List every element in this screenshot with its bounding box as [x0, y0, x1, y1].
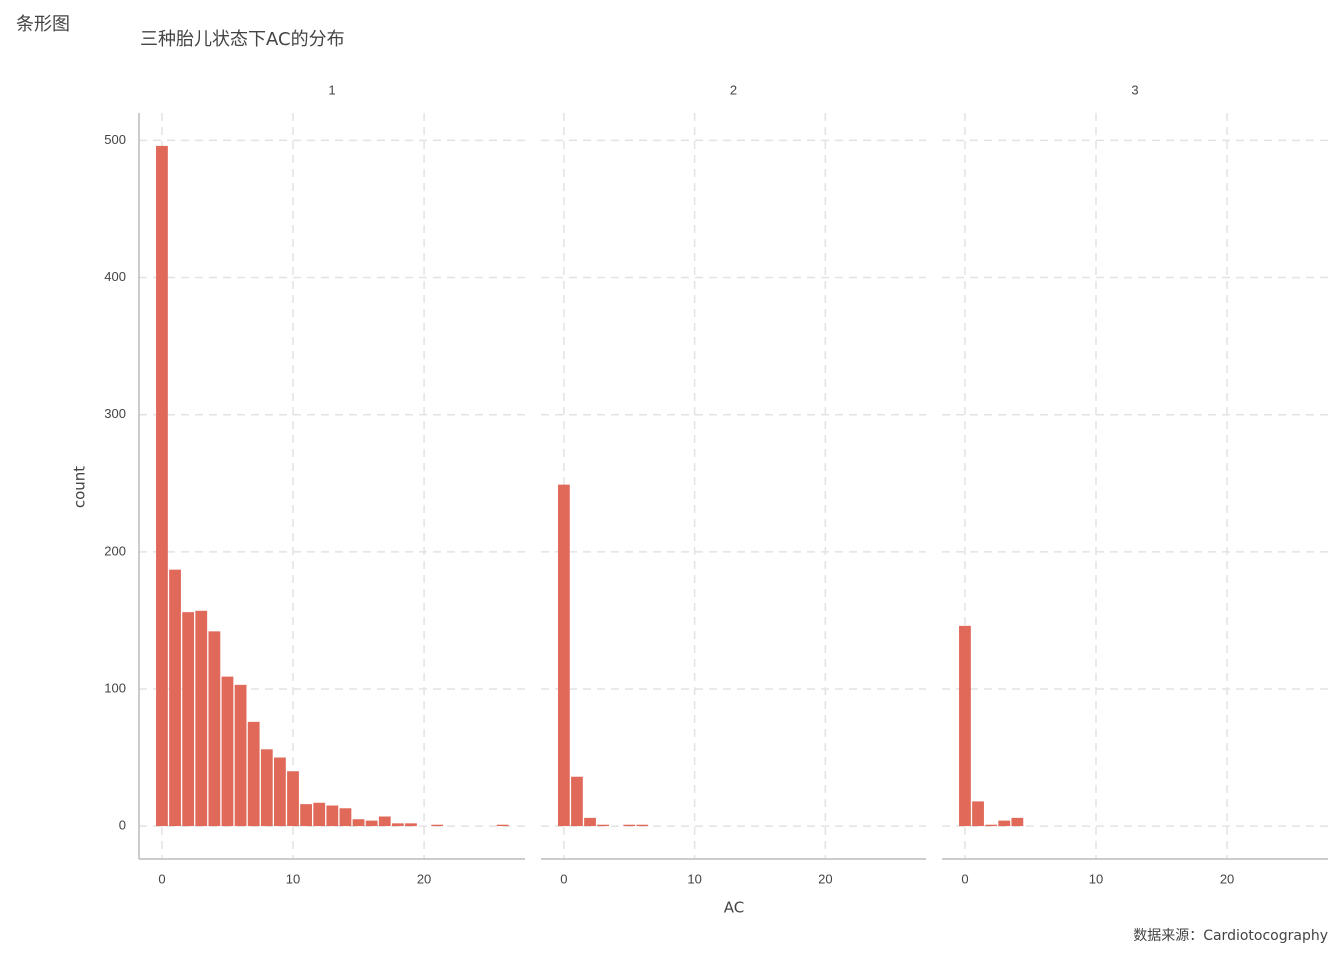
facet-label: 1 — [328, 82, 335, 97]
bar — [1011, 817, 1024, 827]
y-tick-label: 300 — [104, 406, 126, 421]
bar — [300, 804, 313, 827]
y-tick-label: 100 — [104, 680, 126, 695]
caption: 数据来源：Cardiotocography — [1133, 928, 1328, 944]
bar — [221, 676, 234, 827]
bar — [156, 145, 168, 827]
bar — [972, 801, 984, 827]
facet-label: 3 — [1131, 82, 1138, 97]
y-tick-label: 400 — [104, 269, 126, 284]
bar — [182, 612, 195, 827]
bar — [959, 625, 971, 827]
bar — [313, 802, 326, 827]
x-tick-label: 10 — [687, 871, 701, 886]
bar — [326, 805, 339, 827]
y-tick-label: 500 — [104, 132, 126, 147]
bar — [571, 776, 583, 827]
x-tick-label: 0 — [961, 871, 968, 886]
bar — [405, 823, 417, 827]
bar — [998, 820, 1011, 827]
bar — [274, 757, 286, 827]
bar — [195, 610, 208, 827]
page-header: 条形图 — [16, 14, 70, 35]
bar — [391, 823, 404, 827]
bar — [339, 808, 352, 827]
chart-title: 三种胎儿状态下AC的分布 — [140, 29, 345, 50]
bar — [496, 824, 509, 827]
bar — [260, 749, 273, 827]
bar — [378, 816, 391, 827]
bar — [597, 824, 609, 827]
x-tick-label: 10 — [1089, 871, 1103, 886]
bar — [287, 771, 299, 827]
bar — [636, 824, 649, 827]
bar — [208, 631, 221, 827]
x-tick-label: 20 — [417, 871, 431, 886]
y-axis-label: count — [71, 466, 89, 508]
x-tick-label: 0 — [158, 871, 165, 886]
bar — [623, 824, 636, 827]
bar — [431, 824, 444, 827]
y-tick-label: 200 — [104, 543, 126, 558]
x-tick-label: 20 — [1220, 871, 1234, 886]
bar — [985, 824, 998, 827]
x-tick-label: 10 — [286, 871, 300, 886]
facet-label: 2 — [730, 82, 737, 97]
y-tick-label: 0 — [119, 818, 126, 833]
x-tick-label: 20 — [818, 871, 832, 886]
x-axis-label: AC — [724, 899, 744, 917]
bar — [234, 684, 247, 827]
bar — [584, 817, 596, 827]
bar — [352, 819, 365, 827]
bar — [557, 484, 570, 827]
x-tick-label: 0 — [560, 871, 567, 886]
bar — [169, 569, 181, 827]
bar — [365, 820, 378, 827]
bar — [247, 721, 260, 827]
